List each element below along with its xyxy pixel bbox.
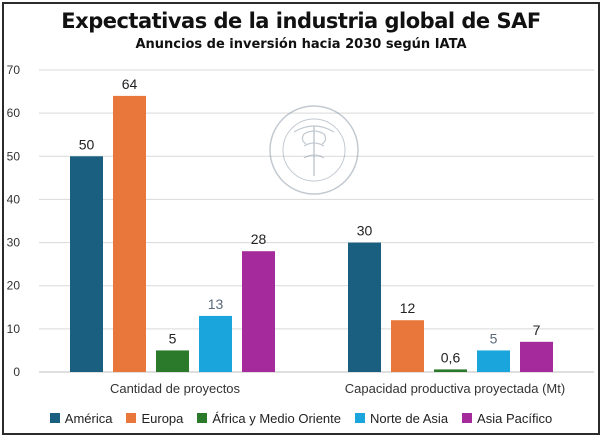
y-tick-label: 30 bbox=[7, 236, 21, 250]
legend-label: Norte de Asia bbox=[370, 410, 449, 426]
legend-swatch bbox=[462, 413, 473, 423]
data-label: 7 bbox=[533, 322, 541, 338]
chart-subtitle: Anuncios de inversión hacia 2030 según I… bbox=[135, 37, 467, 52]
data-label: 30 bbox=[357, 223, 373, 239]
y-tick-label: 50 bbox=[7, 149, 21, 163]
bar bbox=[199, 315, 232, 372]
legend-label: Asia Pacífico bbox=[477, 410, 553, 426]
y-tick-label: 70 bbox=[7, 63, 21, 77]
data-label: 0,6 bbox=[441, 349, 461, 365]
bar bbox=[434, 369, 467, 372]
category-label: Capacidad productiva proyectada (Mt) bbox=[345, 381, 565, 396]
legend-label: América bbox=[64, 410, 113, 426]
y-tick-label: 20 bbox=[7, 279, 21, 293]
y-tick-label: 40 bbox=[7, 192, 21, 206]
data-label: 28 bbox=[251, 231, 267, 247]
bar bbox=[242, 251, 275, 372]
bar bbox=[520, 341, 553, 372]
bar bbox=[391, 320, 424, 372]
y-tick-label: 10 bbox=[7, 322, 21, 336]
legend-swatch bbox=[49, 413, 60, 423]
x-axis: Cantidad de proyectos Capacidad productiv… bbox=[110, 381, 565, 396]
bar bbox=[348, 242, 381, 372]
y-axis: 0 10 20 30 40 50 60 70 bbox=[7, 63, 21, 379]
data-label: 50 bbox=[79, 136, 95, 152]
chart-title: Expectativas de la industria global de S… bbox=[61, 9, 541, 33]
legend-item: América bbox=[49, 410, 113, 426]
y-tick-label: 0 bbox=[13, 365, 20, 379]
data-label: 5 bbox=[490, 330, 498, 346]
category-label: Cantidad de proyectos bbox=[110, 381, 241, 396]
legend-item: África y Medio Oriente bbox=[197, 411, 341, 426]
bar bbox=[156, 350, 189, 372]
data-label: 64 bbox=[122, 76, 138, 92]
bar bbox=[113, 95, 146, 372]
legend-swatch bbox=[126, 413, 137, 423]
data-label: 5 bbox=[169, 330, 177, 346]
watermark-seal-icon bbox=[269, 105, 359, 195]
legend-item: Asia Pacífico bbox=[462, 411, 552, 426]
bar-chart: 0 10 20 30 40 50 60 70 50 30 64 12 5 0,6 13 5 28 7 Canti… bbox=[7, 63, 594, 396]
legend-label: África y Medio Oriente bbox=[212, 410, 341, 426]
bars: 50 30 64 12 5 0,6 13 5 28 7 bbox=[70, 76, 553, 372]
legend-swatch bbox=[197, 413, 208, 423]
legend: América Europa África y Medio Oriente Norte… bbox=[4, 409, 598, 427]
legend-swatch bbox=[355, 413, 365, 423]
legend-item: Norte de Asia bbox=[355, 411, 448, 426]
legend-item: Europa bbox=[126, 411, 183, 426]
bar bbox=[477, 350, 510, 372]
data-label: 12 bbox=[400, 300, 416, 316]
legend-label: Europa bbox=[141, 410, 184, 426]
data-label: 13 bbox=[208, 296, 224, 312]
y-tick-label: 60 bbox=[7, 106, 21, 120]
bar bbox=[70, 156, 103, 372]
